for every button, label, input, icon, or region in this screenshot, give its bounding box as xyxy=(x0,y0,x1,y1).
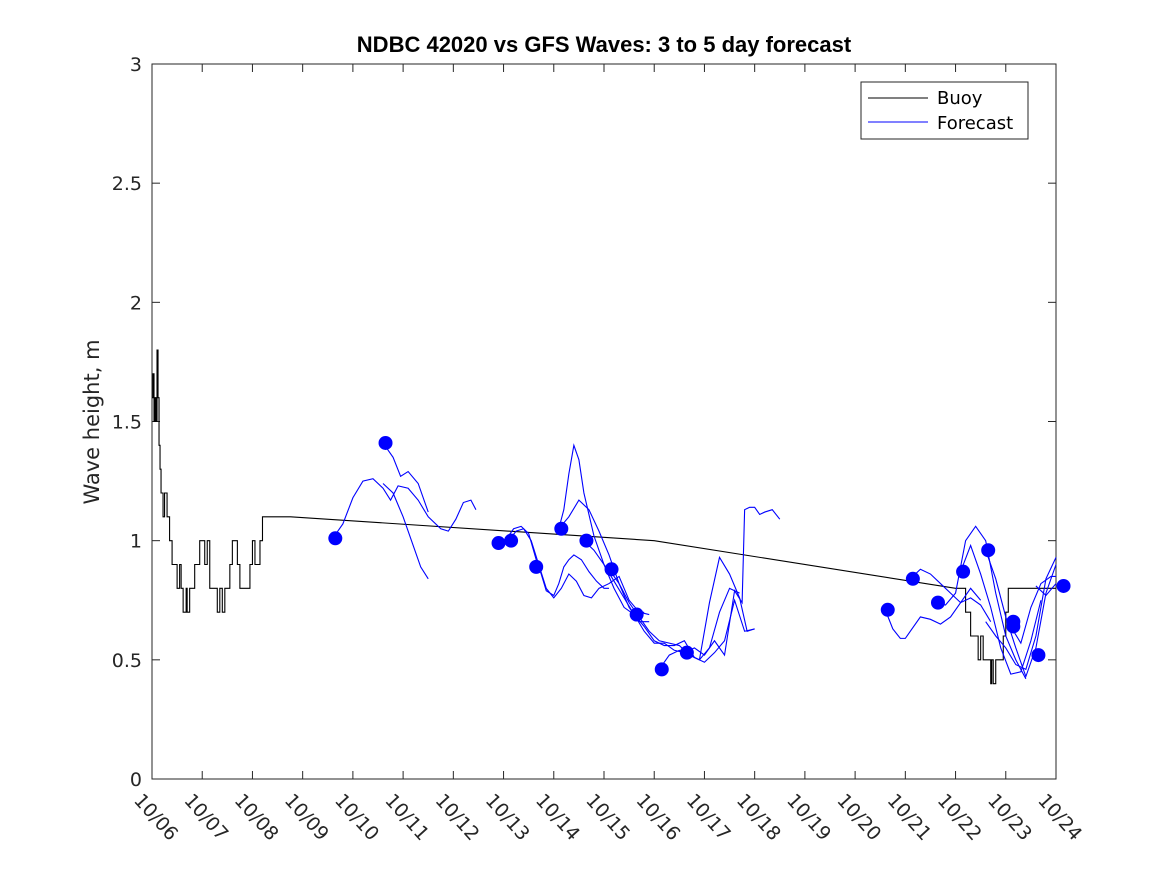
forecast-marker xyxy=(930,595,945,610)
x-tick-label: 10/14 xyxy=(531,790,584,845)
y-tick-label: 1 xyxy=(130,531,142,553)
plot-area xyxy=(151,63,1057,780)
forecast-marker xyxy=(1056,578,1071,593)
forecast-line xyxy=(960,543,1042,675)
legend-box xyxy=(860,81,1029,140)
plot-border xyxy=(151,63,1057,780)
x-tick-label: 10/23 xyxy=(983,790,1036,845)
forecast-line xyxy=(884,587,982,639)
forecast-line xyxy=(608,568,740,661)
forecast-line xyxy=(909,568,992,622)
x-tick-label: 10/20 xyxy=(832,790,885,845)
forecast-marker xyxy=(604,562,619,577)
forecast-line xyxy=(633,598,755,663)
x-tick-label: 10/18 xyxy=(732,790,785,845)
forecast-marker xyxy=(491,536,506,551)
x-tick-label: 10/08 xyxy=(230,790,283,845)
x-tick-label: 10/10 xyxy=(330,790,383,845)
forecast-marker xyxy=(378,435,393,450)
forecast-marker xyxy=(981,543,996,558)
x-tick-label: 10/09 xyxy=(280,790,333,845)
y-axis-ticks: 0 0.5 1 1.5 2 2.5 3 xyxy=(112,54,1056,791)
forecast-line xyxy=(495,525,610,597)
y-tick-label: 1.5 xyxy=(112,412,142,434)
x-axis-ticks: 10/0610/0710/0810/0910/1010/1110/1210/13… xyxy=(129,64,1086,845)
forecast-marker xyxy=(504,533,519,548)
legend: Buoy Forecast xyxy=(860,81,1029,140)
buoy-line xyxy=(152,349,1056,685)
forecast-line xyxy=(985,557,1057,671)
forecast-marker xyxy=(629,607,644,622)
forecast-marker xyxy=(554,521,569,536)
x-tick-label: 10/13 xyxy=(481,790,534,845)
forecast-line xyxy=(558,499,650,623)
x-tick-label: 10/06 xyxy=(129,790,182,845)
x-tick-label: 10/21 xyxy=(883,790,936,845)
forecast-line xyxy=(382,483,429,580)
x-tick-label: 10/19 xyxy=(782,790,835,845)
forecast-line xyxy=(935,525,1027,680)
forecast-line xyxy=(1035,583,1057,597)
y-tick-label: 2 xyxy=(130,292,142,314)
forecast-line xyxy=(985,550,1057,679)
x-tick-label: 10/12 xyxy=(431,790,484,845)
forecast-marker xyxy=(328,531,343,546)
forecast-marker xyxy=(956,564,971,579)
forecast-marker xyxy=(579,533,594,548)
y-tick-label: 2.5 xyxy=(112,173,142,195)
forecast-marker xyxy=(654,662,669,677)
forecast-marker xyxy=(679,645,694,660)
legend-forecast-label: Forecast xyxy=(937,113,1013,134)
forecast-marker xyxy=(880,602,895,617)
y-axis-label: Wave height, m xyxy=(80,339,104,504)
forecast-series xyxy=(332,442,1057,680)
x-tick-label: 10/24 xyxy=(1033,790,1086,845)
forecast-line xyxy=(382,442,429,513)
forecast-line xyxy=(583,540,685,654)
y-tick-label: 3 xyxy=(130,54,142,76)
y-tick-label: 0 xyxy=(130,769,142,791)
forecast-marker xyxy=(1031,648,1046,663)
forecast-line xyxy=(558,443,645,616)
legend-buoy-label: Buoy xyxy=(937,88,983,109)
forecast-line xyxy=(1010,575,1056,645)
chart-title: NDBC 42020 vs GFS Waves: 3 to 5 day fore… xyxy=(357,32,852,57)
forecast-line xyxy=(508,528,650,616)
forecast-marker xyxy=(529,559,544,574)
x-tick-label: 10/07 xyxy=(180,790,233,845)
x-tick-label: 10/16 xyxy=(632,790,685,845)
forecast-markers xyxy=(328,435,1071,677)
x-tick-label: 10/22 xyxy=(933,790,986,845)
x-tick-label: 10/15 xyxy=(581,790,634,845)
x-tick-label: 10/17 xyxy=(682,790,735,845)
buoy-series xyxy=(152,349,1056,685)
forecast-line xyxy=(332,478,477,539)
x-tick-label: 10/11 xyxy=(380,790,433,845)
forecast-marker xyxy=(905,571,920,586)
forecast-marker xyxy=(1006,619,1021,634)
forecast-line xyxy=(684,506,781,657)
y-tick-label: 0.5 xyxy=(112,650,142,672)
forecast-line xyxy=(658,555,755,670)
